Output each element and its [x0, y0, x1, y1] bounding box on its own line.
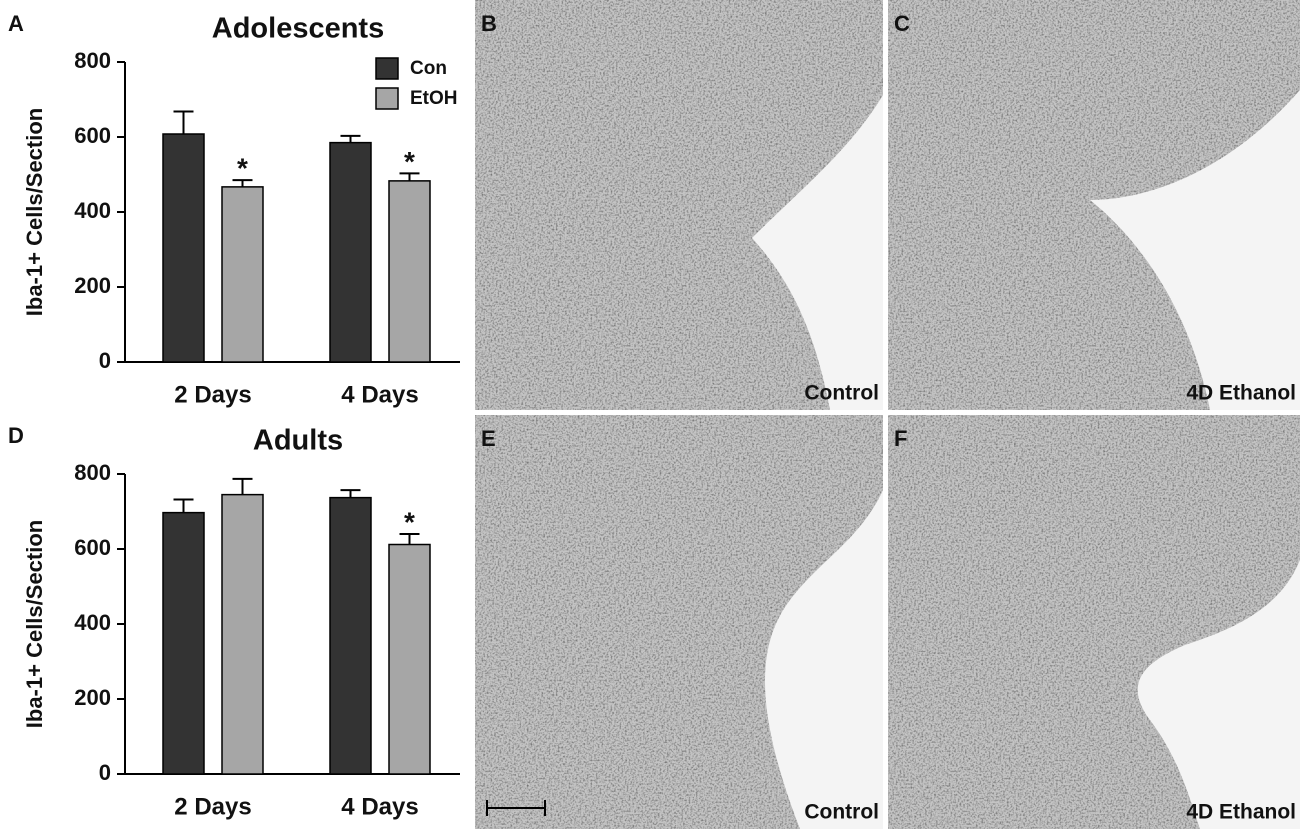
- y-tick-label: 600: [74, 123, 111, 148]
- bar: [329, 496, 372, 775]
- y-tick-label: 200: [74, 273, 111, 298]
- y-tick-label: 800: [74, 48, 111, 73]
- micrograph: E Control: [475, 415, 883, 829]
- y-axis-label: Iba-1+ Cells/Section: [22, 108, 47, 316]
- image-caption: Control: [804, 801, 879, 824]
- bar: [221, 493, 264, 775]
- bar: [329, 141, 372, 363]
- tissue-edge: [752, 95, 883, 410]
- y-tick-label: 0: [99, 760, 111, 785]
- image-caption: 4D Ethanol: [1186, 801, 1296, 824]
- bar: [162, 133, 205, 363]
- panel-label: A: [8, 11, 24, 36]
- panel-label: B: [481, 11, 497, 36]
- y-tick-label: 400: [74, 198, 111, 223]
- legend-label: EtOH: [410, 88, 458, 109]
- significance-marker: *: [404, 506, 415, 537]
- legend-label: Con: [410, 58, 447, 79]
- significance-marker: *: [237, 153, 248, 184]
- image-caption: Control: [804, 382, 879, 405]
- micrograph: B Control: [475, 0, 883, 410]
- chart-title: Adolescents: [212, 13, 384, 45]
- legend-swatch: [375, 87, 399, 110]
- panel-label: C: [894, 11, 910, 36]
- micrograph: C 4D Ethanol: [888, 0, 1300, 410]
- bar: [162, 511, 205, 775]
- x-tick-label: 4 Days: [341, 793, 418, 820]
- significance-marker: *: [404, 146, 415, 177]
- x-tick-label: 4 Days: [341, 381, 418, 408]
- legend-swatch: [375, 57, 399, 80]
- tissue-edge: [765, 490, 883, 829]
- y-axis-label: Iba-1+ Cells/Section: [22, 520, 47, 728]
- panel-label: E: [481, 426, 496, 451]
- panel-label: D: [8, 423, 24, 448]
- x-tick-label: 2 Days: [174, 381, 251, 408]
- y-tick-label: 0: [99, 348, 111, 373]
- chart-title: Adults: [253, 425, 343, 457]
- micrograph: F 4D Ethanol: [888, 415, 1300, 829]
- panel-label: F: [894, 426, 907, 451]
- y-tick-label: 200: [74, 685, 111, 710]
- image-caption: 4D Ethanol: [1186, 382, 1296, 405]
- y-tick-label: 400: [74, 610, 111, 635]
- bar: [221, 186, 264, 363]
- x-tick-label: 2 Days: [174, 793, 251, 820]
- bar: [388, 180, 431, 363]
- tissue-edge: [1137, 560, 1300, 829]
- bar: [388, 543, 431, 775]
- tissue-edge: [1090, 90, 1300, 410]
- y-tick-label: 600: [74, 535, 111, 560]
- y-tick-label: 800: [74, 460, 111, 485]
